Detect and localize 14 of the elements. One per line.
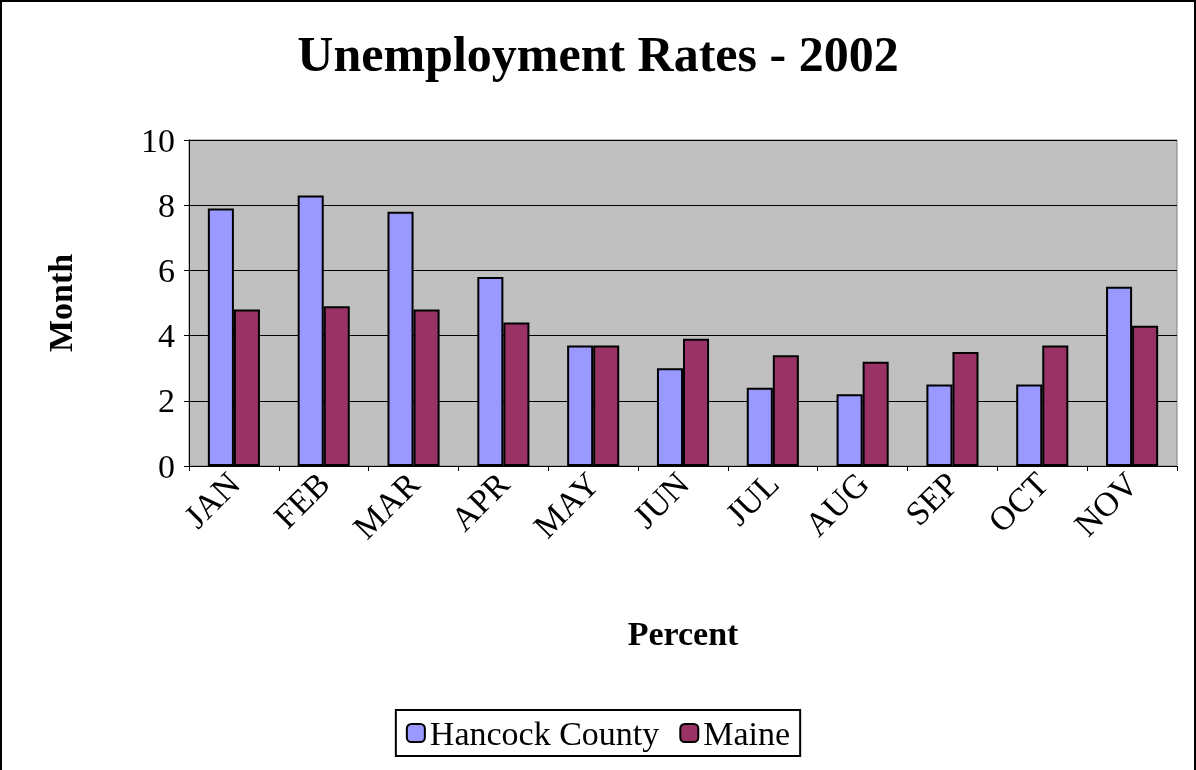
y-tick-label: 6 xyxy=(158,251,175,289)
x-tick-label: JUL xyxy=(718,464,786,533)
x-tick-label: SEP xyxy=(897,464,966,533)
y-tick-label: 4 xyxy=(158,317,175,355)
y-tick-label: 8 xyxy=(158,186,175,224)
chart-title: Unemployment Rates - 2002 xyxy=(297,26,899,82)
legend-label: Maine xyxy=(703,714,791,752)
x-tick-label: FEB xyxy=(266,464,337,536)
y-axis-title: Month xyxy=(41,253,79,353)
y-tick-label: 0 xyxy=(158,447,175,485)
x-axis-title: Percent xyxy=(627,614,740,652)
y-tick-label: 2 xyxy=(158,382,175,420)
y-tick-label: 10 xyxy=(141,121,175,159)
legend-label: Hancock County xyxy=(429,714,660,752)
